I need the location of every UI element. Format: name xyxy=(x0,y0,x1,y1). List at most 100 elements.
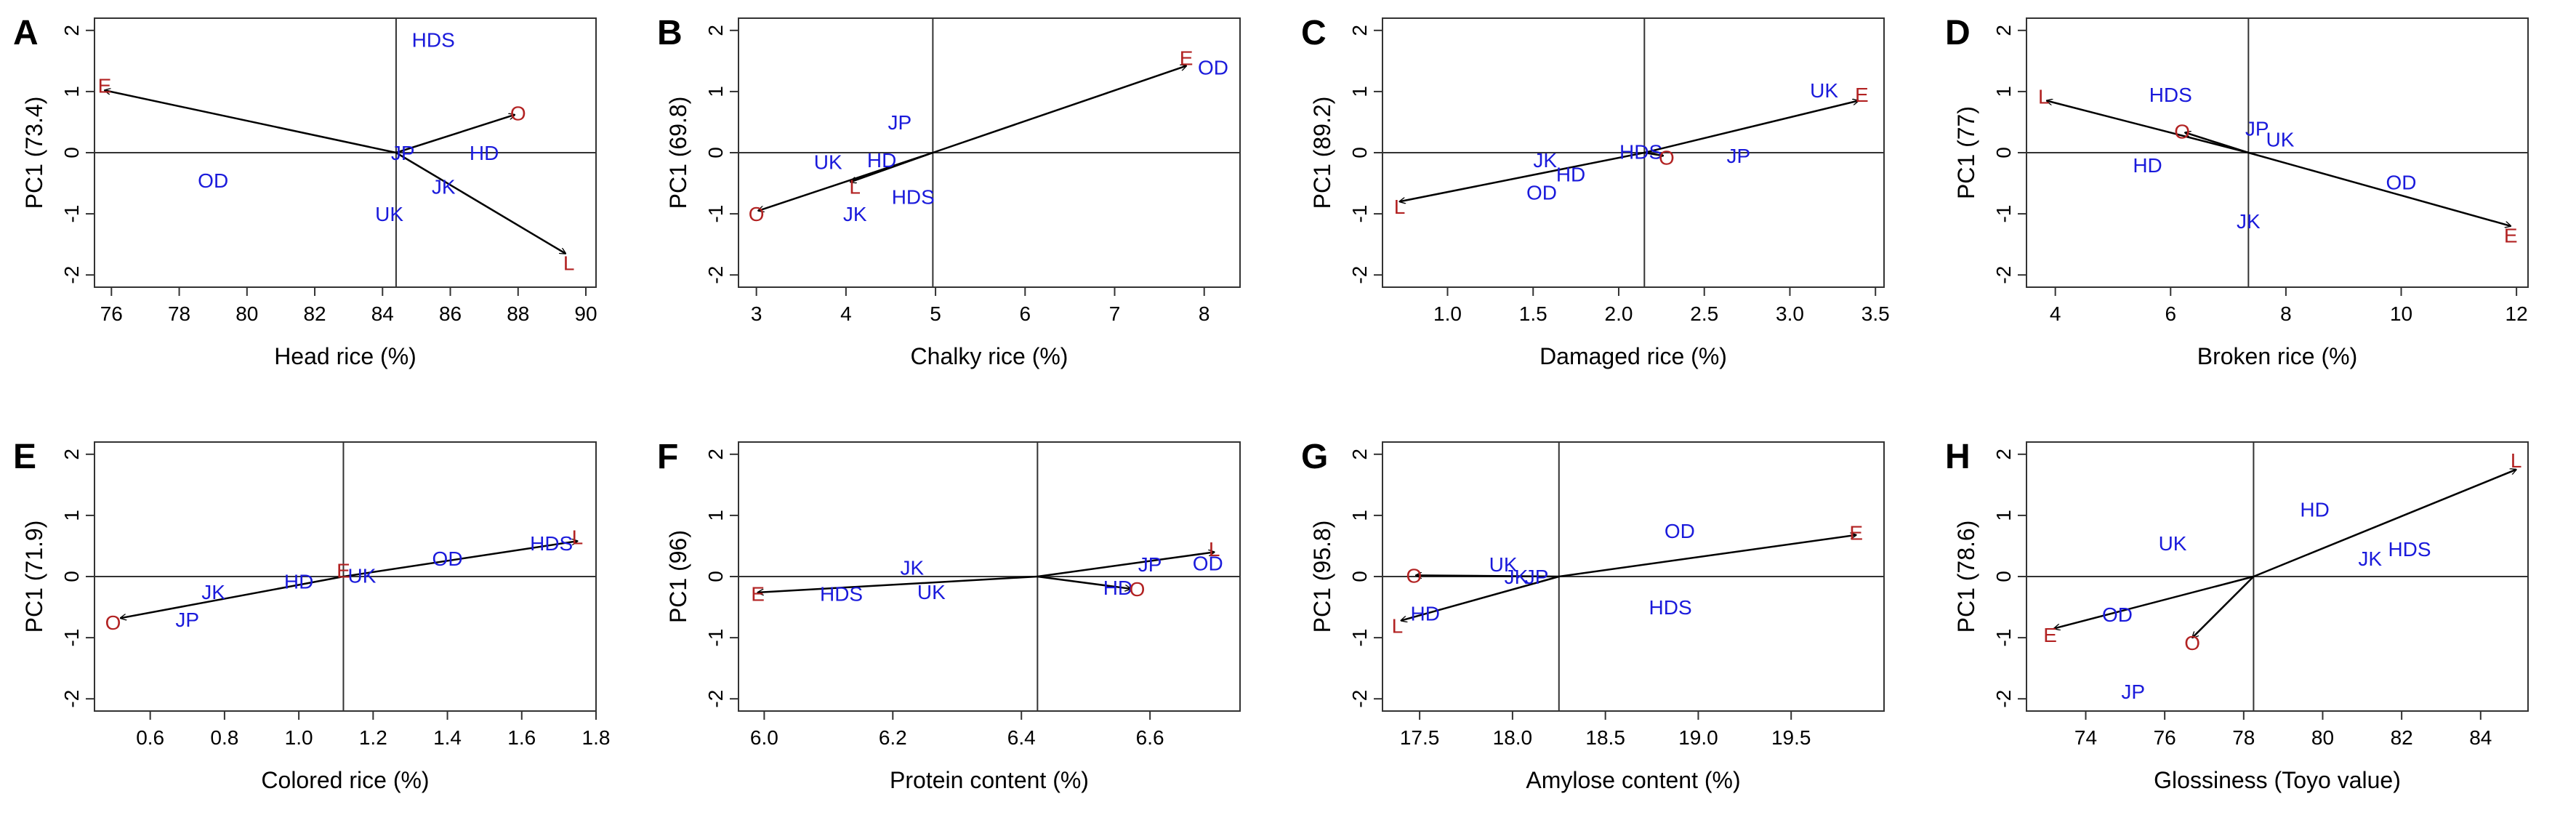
environment-label: E xyxy=(1855,84,1869,106)
environment-vector-arrow xyxy=(121,575,344,618)
environment-vector-arrow xyxy=(1401,575,1560,621)
x-tick-label: 18.0 xyxy=(1493,726,1533,749)
environment-label: L xyxy=(1392,614,1404,637)
panel-letter: A xyxy=(13,14,39,52)
x-tick-label: 82 xyxy=(2391,726,2413,749)
panel-g: G 17.5 18.0 18.5 19.0 19.5 -2 -1 0 1 2 Amylose cont… xyxy=(1301,438,1885,793)
genotype-label: HD xyxy=(284,571,313,593)
y-axis-title: PC1 (95.8) xyxy=(1309,521,1335,633)
x-tick-label: 0.8 xyxy=(210,726,238,749)
environment-label: O xyxy=(2174,121,2190,143)
genotype-label: HD xyxy=(2300,499,2329,521)
x-tick-label: 2.5 xyxy=(1690,302,1718,325)
x-tick-label: 1.2 xyxy=(359,726,387,749)
environment-label: L xyxy=(2038,86,2050,108)
genotype-label: JK xyxy=(2358,547,2382,570)
environment-vector-arrow xyxy=(758,151,933,211)
y-tick-label: 2 xyxy=(1992,25,2015,36)
x-tick-label: 6.0 xyxy=(750,726,778,749)
panel-letter: C xyxy=(1301,14,1327,52)
y-tick-label: -1 xyxy=(704,629,727,647)
environment-vector-arrow xyxy=(2054,575,2254,628)
environment-vector-arrow xyxy=(1400,151,1645,201)
x-tick-label: 1.6 xyxy=(507,726,536,749)
y-tick-label: 0 xyxy=(1992,571,2015,582)
x-tick-label: 19.5 xyxy=(1771,726,1811,749)
genotype-label: JK xyxy=(2237,210,2261,233)
environment-vector-arrow xyxy=(2185,132,2249,154)
environment-vector-arrow xyxy=(395,151,565,254)
y-tick-label: -1 xyxy=(1992,629,2015,647)
y-tick-label: -2 xyxy=(60,266,83,284)
environment-vector-arrow xyxy=(105,90,397,154)
environment-vector-arrow xyxy=(2248,151,2511,226)
genotype-label: HD xyxy=(2133,154,2162,177)
environment-label: E xyxy=(337,560,350,582)
x-axis-title: Colored rice (%) xyxy=(261,767,429,793)
panel-a: A 76 78 80 82 84 86 88 90 -2 -1 0 1 2 Head rice (%) PC1… xyxy=(13,14,597,369)
environment-label: L xyxy=(1209,538,1220,561)
genotype-label: OD xyxy=(1665,520,1695,542)
genotype-label: HDS xyxy=(530,532,573,555)
y-axis-title: PC1 (78.6) xyxy=(1953,521,1979,633)
environment-label: O xyxy=(1406,564,1422,587)
environment-label: E xyxy=(1849,521,1863,544)
y-tick-label: -1 xyxy=(60,629,83,647)
genotype-label: HD xyxy=(867,149,896,172)
x-tick-label: 18.5 xyxy=(1585,726,1625,749)
y-tick-label: -2 xyxy=(704,266,727,284)
panel-letter: B xyxy=(657,14,683,52)
y-axis-title: PC1 (77) xyxy=(1953,106,1979,199)
panel-b: B 3 4 5 6 7 8 -2 -1 0 1 2 Chalky rice (%) PC1 (69.8) O… xyxy=(657,14,1241,369)
panel-letter: G xyxy=(1301,438,1328,476)
y-tick-label: 2 xyxy=(60,25,83,36)
y-tick-label: -1 xyxy=(1348,629,1371,647)
genotype-label: JK xyxy=(1533,149,1557,172)
x-tick-label: 78 xyxy=(168,302,190,325)
y-tick-label: -1 xyxy=(704,205,727,223)
genotype-label: HD xyxy=(1103,577,1132,599)
environment-vector-arrow xyxy=(343,541,577,578)
x-tick-label: 3.0 xyxy=(1776,302,1804,325)
genotype-label: JK xyxy=(1505,566,1529,588)
x-tick-label: 10 xyxy=(2390,302,2412,325)
genotype-label: UK xyxy=(1810,79,1838,102)
genotype-label: JK xyxy=(201,581,225,603)
environment-vector-arrow xyxy=(1644,101,1858,154)
x-tick-label: 86 xyxy=(439,302,462,325)
y-tick-label: 2 xyxy=(1348,25,1371,36)
x-tick-label: 4 xyxy=(2050,302,2061,325)
genotype-label: JP xyxy=(175,609,199,631)
x-tick-label: 12 xyxy=(2505,302,2528,325)
x-tick-label: 80 xyxy=(2311,726,2334,749)
environment-vector-arrow xyxy=(2192,576,2255,638)
y-tick-label: 1 xyxy=(1992,510,2015,521)
x-tick-label: 6.4 xyxy=(1007,726,1036,749)
x-tick-label: 90 xyxy=(574,302,597,325)
environment-vector-arrow xyxy=(395,115,515,154)
y-tick-label: 1 xyxy=(704,510,727,521)
y-tick-label: -2 xyxy=(704,690,727,708)
y-tick-label: 1 xyxy=(704,86,727,97)
x-tick-label: 6 xyxy=(1019,302,1031,325)
genotype-label: OD xyxy=(2386,171,2417,193)
genotype-label: OD xyxy=(198,169,228,192)
y-tick-label: -1 xyxy=(1348,205,1371,223)
y-tick-label: -1 xyxy=(60,205,83,223)
genotype-label: HDS xyxy=(820,583,863,606)
y-tick-label: 1 xyxy=(60,86,83,97)
y-tick-label: 2 xyxy=(704,449,727,460)
genotype-label: JK xyxy=(901,556,925,579)
x-tick-label: 0.6 xyxy=(136,726,164,749)
x-tick-label: 3 xyxy=(751,302,762,325)
genotype-label: HDS xyxy=(2388,538,2431,561)
x-axis-title: Protein content (%) xyxy=(890,767,1089,793)
environment-label: L xyxy=(2511,449,2522,472)
environment-label: O xyxy=(749,203,765,225)
environment-label: O xyxy=(1130,578,1146,601)
x-axis-title: Damaged rice (%) xyxy=(1539,343,1727,369)
y-tick-label: 0 xyxy=(60,147,83,158)
genotype-label: OD xyxy=(1193,553,1223,575)
x-tick-label: 1.4 xyxy=(433,726,462,749)
